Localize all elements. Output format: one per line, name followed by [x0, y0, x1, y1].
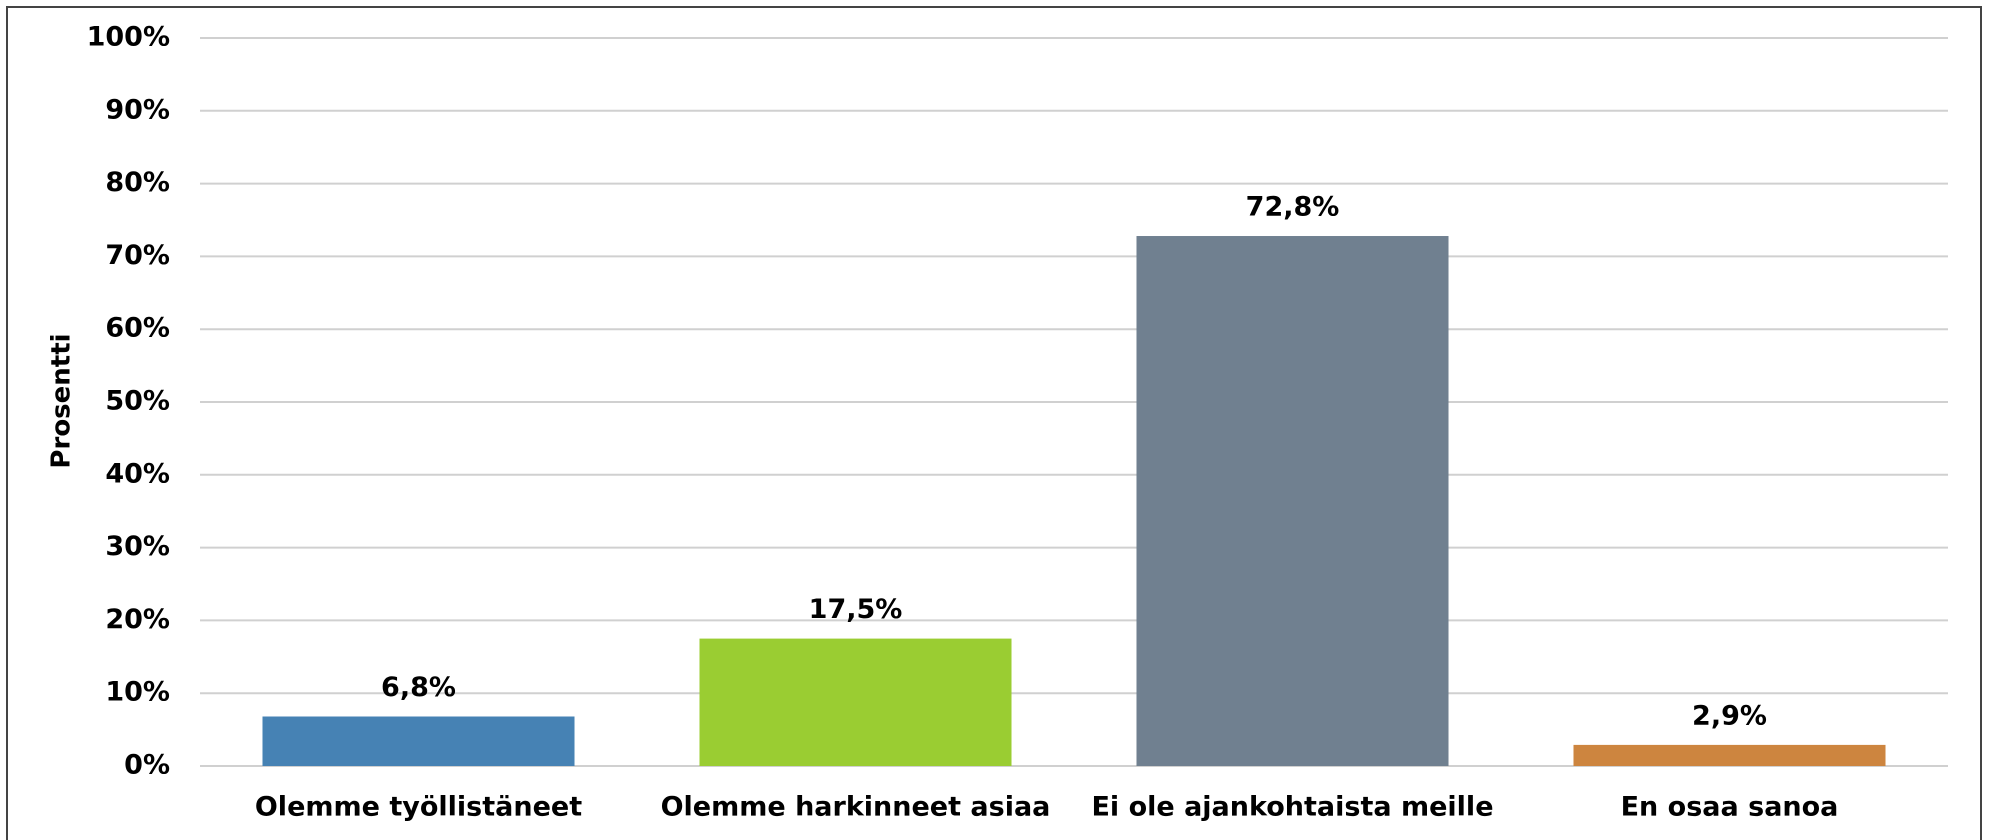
data-label: 17,5%	[809, 594, 903, 625]
y-tick-label: 0%	[124, 750, 170, 781]
bar	[1136, 236, 1449, 767]
y-tick-label: 90%	[105, 94, 170, 125]
x-tick-label: Olemme työllistäneet	[255, 792, 582, 823]
y-tick-label: 50%	[105, 386, 170, 417]
y-tick-label: 40%	[105, 458, 170, 489]
y-axis-label: Prosentti	[47, 333, 77, 468]
bar	[262, 716, 575, 766]
y-tick-label: 30%	[105, 531, 170, 562]
bar	[699, 638, 1012, 766]
chart-border	[6, 6, 1982, 840]
y-tick-label: 100%	[87, 22, 170, 53]
y-tick-label: 20%	[105, 604, 170, 635]
y-tick-label: 60%	[105, 313, 170, 344]
x-tick-label: En osaa sanoa	[1621, 792, 1839, 823]
y-tick-label: 70%	[105, 240, 170, 271]
data-label: 2,9%	[1692, 700, 1767, 731]
y-tick-label: 10%	[105, 677, 170, 708]
y-tick-label: 80%	[105, 167, 170, 198]
bar	[1573, 744, 1886, 766]
data-label: 72,8%	[1246, 192, 1340, 223]
x-tick-label: Olemme harkinneet asiaa	[661, 792, 1051, 823]
data-label: 6,8%	[381, 672, 456, 703]
x-tick-label: Ei ole ajankohtaista meille	[1091, 792, 1493, 823]
